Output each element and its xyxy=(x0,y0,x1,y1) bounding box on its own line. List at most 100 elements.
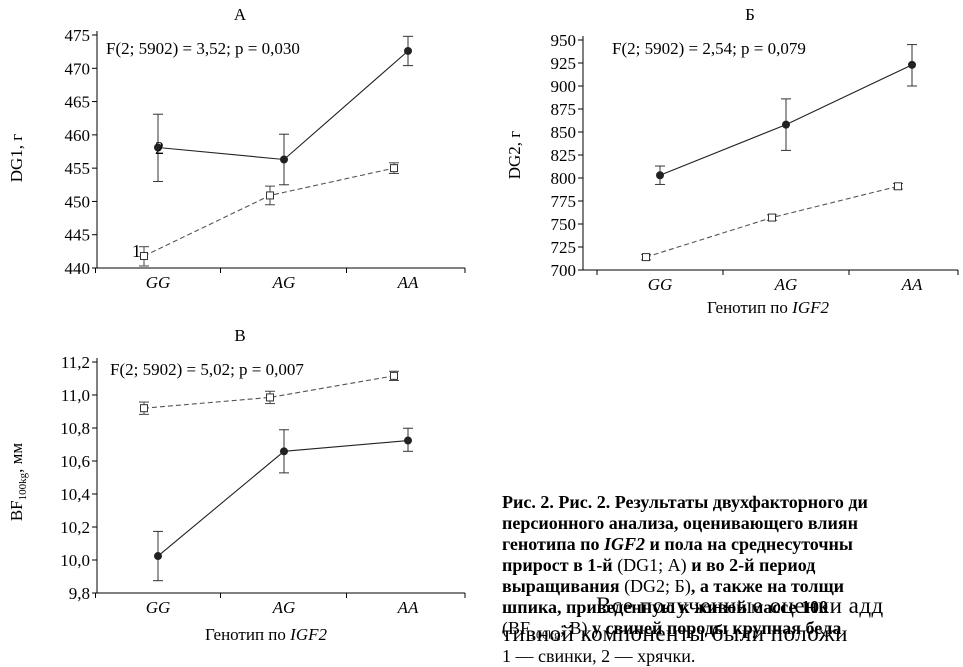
panel-b-ytick-label: 925 xyxy=(551,54,577,73)
panel-c-ytick-label: 10,4 xyxy=(60,485,90,504)
caption-line-4-a: прирост в 1-й xyxy=(502,555,618,575)
panel-a-xtick-label: GG xyxy=(146,273,171,292)
panel-a-series-1-line xyxy=(143,167,395,257)
panel-b-ylabel: DG2, г xyxy=(505,131,524,180)
panel-c-ytick-label: 10,0 xyxy=(60,551,90,570)
panel-c-stat: F(2; 5902) = 5,02; p = 0,007 xyxy=(110,360,304,379)
panel-c-series-1-line xyxy=(143,375,395,409)
panel-a-title: А xyxy=(234,5,247,24)
panel-a-series-2-line xyxy=(157,50,409,161)
panel-a-xtick-label: AG xyxy=(272,273,296,292)
panel-c-xtick-label: AA xyxy=(397,598,419,617)
figure-caption: Рис. 2. Рис. 2. Результаты двухфакторног… xyxy=(502,492,963,667)
panel-c-ylabel-main: BF xyxy=(7,500,26,521)
caption-line-2-text: персионного анализа, оценивающего влиян xyxy=(502,513,858,533)
panel-c-title: В xyxy=(234,326,245,345)
caption-line-7-a: (BF xyxy=(502,618,531,638)
panel-a-series-2-point xyxy=(280,155,288,164)
panel-a-marks xyxy=(139,35,413,267)
panel-b-title: Б xyxy=(745,5,755,24)
panel-c-ytick-label: 11,2 xyxy=(61,353,90,372)
panel-a-ytick-label: 460 xyxy=(65,126,91,145)
panel-b-series-1-line xyxy=(645,185,899,258)
panel-b-series-1-point xyxy=(768,213,776,222)
panel-a-series-2-label: 2 xyxy=(155,138,164,158)
panel-b-xlabel-prefix: Генотип по xyxy=(707,298,792,317)
panel-c-marks xyxy=(139,370,413,582)
panel-c-series-2-point xyxy=(280,447,288,456)
panel-b-series-2-point xyxy=(908,60,916,69)
panel-c-ytick-label: 10,2 xyxy=(60,518,90,537)
panel-c-xlabel-prefix: Генотип по xyxy=(205,625,290,644)
panel-a-ytick-label: 470 xyxy=(65,59,91,78)
panel-b-series-1-point xyxy=(642,253,650,262)
caption-line-5: выращивания (DG2; Б), а также на толщи xyxy=(502,576,963,597)
panel-a-series-2-point xyxy=(154,143,162,152)
panel-b-ytick-label: 900 xyxy=(551,77,577,96)
panel-c-xtick-label: GG xyxy=(146,598,171,617)
panel-a-series-1-point xyxy=(266,191,274,200)
panel-a-ytick-label: 445 xyxy=(65,226,91,245)
panel-b-xtick-label: AG xyxy=(774,275,798,294)
panel-b-series-1-point xyxy=(894,182,902,191)
caption-line-4: прирост в 1-й (DG1; А) и во 2-й период xyxy=(502,555,963,576)
panel-b: Б F(2; 5902) = 2,54; p = 0,079 DG2, г 70… xyxy=(505,5,959,317)
panel-c-series-2-point xyxy=(154,552,162,561)
panel-a-series-2-point xyxy=(404,46,412,55)
caption-line-5-a: выращивания xyxy=(502,576,625,596)
panel-a-series-1-point xyxy=(390,164,398,173)
body-text: Все полученные оценки адд тивной компоне… xyxy=(502,592,884,648)
panel-b-ytick-label: 875 xyxy=(551,100,577,119)
panel-c-axes: 9,8 10,0 10,2 10,4 10,6 10,8 11,0 11,2 GG AG AA xyxy=(60,353,466,617)
panel-c-xtick-label: AG xyxy=(272,598,296,617)
caption-line-8: 1 — свинки, 2 — хрячки. xyxy=(502,646,963,667)
caption-line-5-b: (DG2; Б) xyxy=(624,576,691,596)
panel-c-xlabel: Генотип по IGF2 xyxy=(205,625,328,644)
caption-line-2: персионного анализа, оценивающего влиян xyxy=(502,513,963,534)
panel-b-ytick-label: 725 xyxy=(551,238,577,257)
panel-a-ytick-label: 440 xyxy=(65,259,91,278)
figure-canvas: А F(2; 5902) = 3,52; p = 0,030 DG1, г 44… xyxy=(7,5,959,644)
caption-line-7-c: у свиней породы крупная бела xyxy=(587,618,842,638)
caption-line-3-gene: IGF2 xyxy=(604,534,646,554)
panel-c: В F(2; 5902) = 5,02; p = 0,007 BF100kg, … xyxy=(7,326,466,644)
panel-a-series-1-label: 1 xyxy=(132,241,141,261)
panel-b-stat: F(2; 5902) = 2,54; p = 0,079 xyxy=(612,39,806,58)
caption-line-6-text: шпика, приведенную к живой массе 100 xyxy=(502,597,828,617)
caption-line-7-b: ; В) xyxy=(560,618,588,638)
panel-c-series-1-point xyxy=(266,393,274,402)
panel-b-xtick-label: AA xyxy=(901,275,923,294)
panel-b-ytick-label: 850 xyxy=(551,123,577,142)
caption-line-5-c: , а также на толщи xyxy=(690,576,845,596)
panel-c-ylabel: BF100kg, мм xyxy=(7,443,29,522)
caption-line-7: (BF100kg; В) у свиней породы крупная бел… xyxy=(502,618,963,646)
panel-b-xlabel: Генотип по IGF2 xyxy=(707,298,830,317)
caption-line-7-sub: 100kg xyxy=(530,627,561,642)
caption-line-1-text: Рис. 2. Рис. 2. Результаты двухфакторног… xyxy=(502,492,868,512)
caption-line-4-b: (DG1; А) xyxy=(617,555,687,575)
body-text-line-2: тивной компоненты были положи xyxy=(502,621,848,646)
panel-b-series-2-point xyxy=(656,171,664,180)
panel-a-ytick-label: 450 xyxy=(65,192,91,211)
body-text-line-1: Все полученные оценки адд xyxy=(596,593,884,618)
panel-c-ytick-label: 11,0 xyxy=(61,386,90,405)
panel-b-xlabel-gene: IGF2 xyxy=(791,298,829,317)
panel-c-ytick-label: 9,8 xyxy=(69,584,90,603)
panel-c-ytick-label: 10,8 xyxy=(60,419,90,438)
panel-b-marks xyxy=(641,44,917,262)
caption-line-3-b: и пола на среднесуточны xyxy=(645,534,853,554)
panel-c-series-2-point xyxy=(404,436,412,445)
panel-a-ytick-label: 475 xyxy=(65,26,91,45)
caption-line-1: Рис. 2. Рис. 2. Результаты двухфакторног… xyxy=(502,492,963,513)
panel-c-ytick-label: 10,6 xyxy=(60,452,90,471)
caption-line-6: шпика, приведенную к живой массе 100 xyxy=(502,597,963,618)
panel-a-stat: F(2; 5902) = 3,52; p = 0,030 xyxy=(106,39,300,58)
caption-line-3-a: генотипа по xyxy=(502,534,605,554)
panel-b-ytick-label: 800 xyxy=(551,169,577,188)
caption-line-3: генотипа по IGF2 и пола на среднесуточны xyxy=(502,534,963,555)
panel-c-series-1-point xyxy=(140,404,148,413)
panel-a-xtick-label: AA xyxy=(397,273,419,292)
panel-b-axes: 700 725 750 775 800 825 850 875 900 925 950 GG AG AA xyxy=(551,31,959,294)
panel-b-ytick-label: 950 xyxy=(551,31,577,50)
panel-c-xlabel-gene: IGF2 xyxy=(289,625,327,644)
